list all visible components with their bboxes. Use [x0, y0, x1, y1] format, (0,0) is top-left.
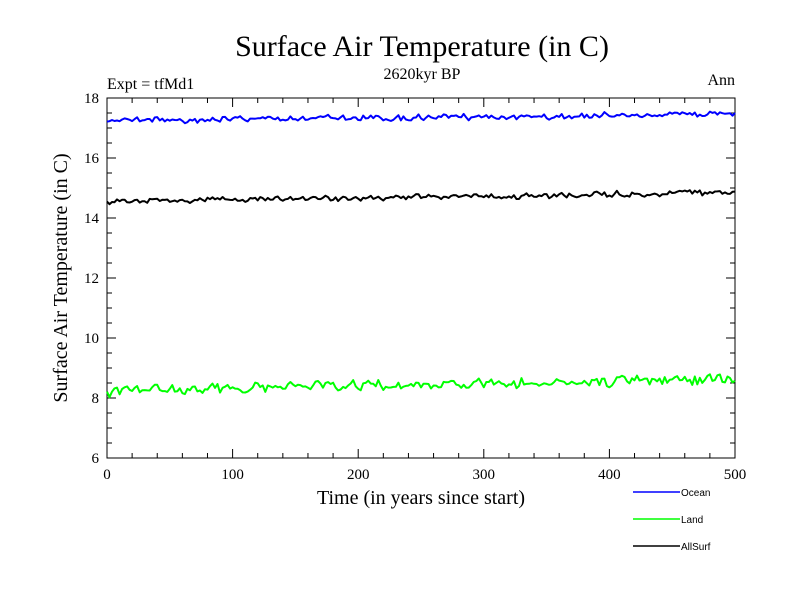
x-tick-label: 100 [221, 467, 244, 483]
y-tick-label: 8 [92, 391, 100, 407]
experiment-label: Expt = tfMd1 [107, 76, 194, 93]
legend-label-ocean: Ocean [681, 488, 710, 499]
x-axis-label: Time (in years since start) [317, 487, 525, 509]
y-tick-label: 16 [84, 151, 100, 167]
legend-label-land: Land [681, 515, 703, 526]
y-tick-label: 18 [84, 91, 99, 107]
x-tick-label: 300 [473, 467, 496, 483]
y-tick-label: 14 [84, 211, 100, 227]
legend-label-allsurf: AllSurf [681, 542, 711, 553]
chart-title: Surface Air Temperature (in C) [235, 30, 609, 63]
plot-frame [106, 97, 736, 459]
y-tick-label: 12 [84, 271, 99, 287]
chart-subtitle: 2620kyr BP [384, 66, 461, 83]
series-line-allsurf [106, 189, 736, 206]
x-tick-label: 400 [598, 467, 621, 483]
series-line-land [106, 373, 736, 399]
x-tick-label: 200 [347, 467, 370, 483]
series-line-ocean [106, 110, 736, 125]
y-tick-label: 6 [92, 451, 100, 467]
y-tick-label: 10 [84, 331, 99, 347]
x-tick-label: 500 [724, 467, 747, 483]
season-label: Ann [707, 72, 735, 89]
x-tick-label: 0 [103, 467, 111, 483]
y-axis-label: Surface Air Temperature (in C) [50, 153, 72, 402]
